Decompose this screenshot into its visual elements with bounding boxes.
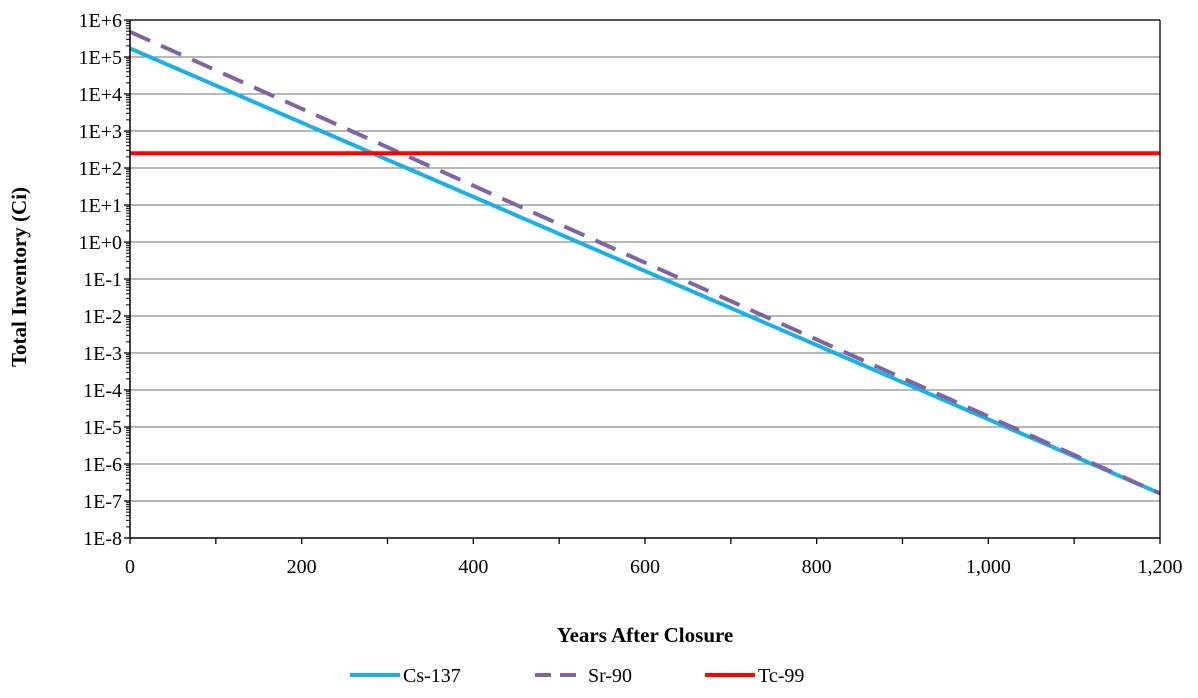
series-line-cs-137 (129, 46, 1161, 496)
y-tick-label: 1E-4 (83, 380, 122, 402)
x-tick-label: 200 (287, 556, 317, 578)
legend-label: Sr-90 (588, 665, 632, 687)
legend-label: Tc-99 (758, 665, 804, 687)
axes: 1E-8 1E-7 1E-6 1E-5 1E-4 1E-3 1E-2 1E-1 1E+0 1E+1… (79, 10, 1183, 578)
y-tick-label: 1E-1 (83, 269, 122, 291)
y-tick-label: 1E+4 (79, 84, 123, 106)
legend-label: Cs-137 (403, 665, 461, 687)
y-tick-label: 1E-5 (83, 417, 122, 439)
series-lines (129, 29, 1161, 496)
y-tick-label: 1E-2 (83, 306, 122, 328)
x-tick-label: 800 (802, 556, 832, 578)
y-tick-label: 1E-7 (83, 491, 122, 513)
y-tick-label: 1E-3 (83, 343, 122, 365)
x-tick-label: 1,200 (1138, 556, 1183, 578)
y-tick-label: 1E-6 (83, 454, 122, 476)
x-axis-label: Years After Closure (557, 623, 734, 647)
x-tick-label: 400 (458, 556, 488, 578)
x-tick-label: 1,000 (966, 556, 1011, 578)
y-tick-label: 1E+0 (79, 232, 123, 254)
y-tick-label: 1E+5 (79, 47, 123, 69)
y-tick-label: 1E+2 (79, 158, 123, 180)
series-line-sr-90 (129, 29, 1161, 496)
y-tick-label: 1E+1 (79, 195, 123, 217)
y-tick-label: 1E+6 (79, 10, 123, 32)
y-axis-label: Total Inventory (Ci) (7, 187, 31, 367)
y-tick-label: 1E+3 (79, 121, 123, 143)
y-tick-label: 1E-8 (83, 528, 122, 550)
x-tick-label: 600 (630, 556, 660, 578)
x-tick-label: 0 (125, 556, 135, 578)
legend: Cs-137 Sr-90 Tc-99 (350, 665, 804, 687)
